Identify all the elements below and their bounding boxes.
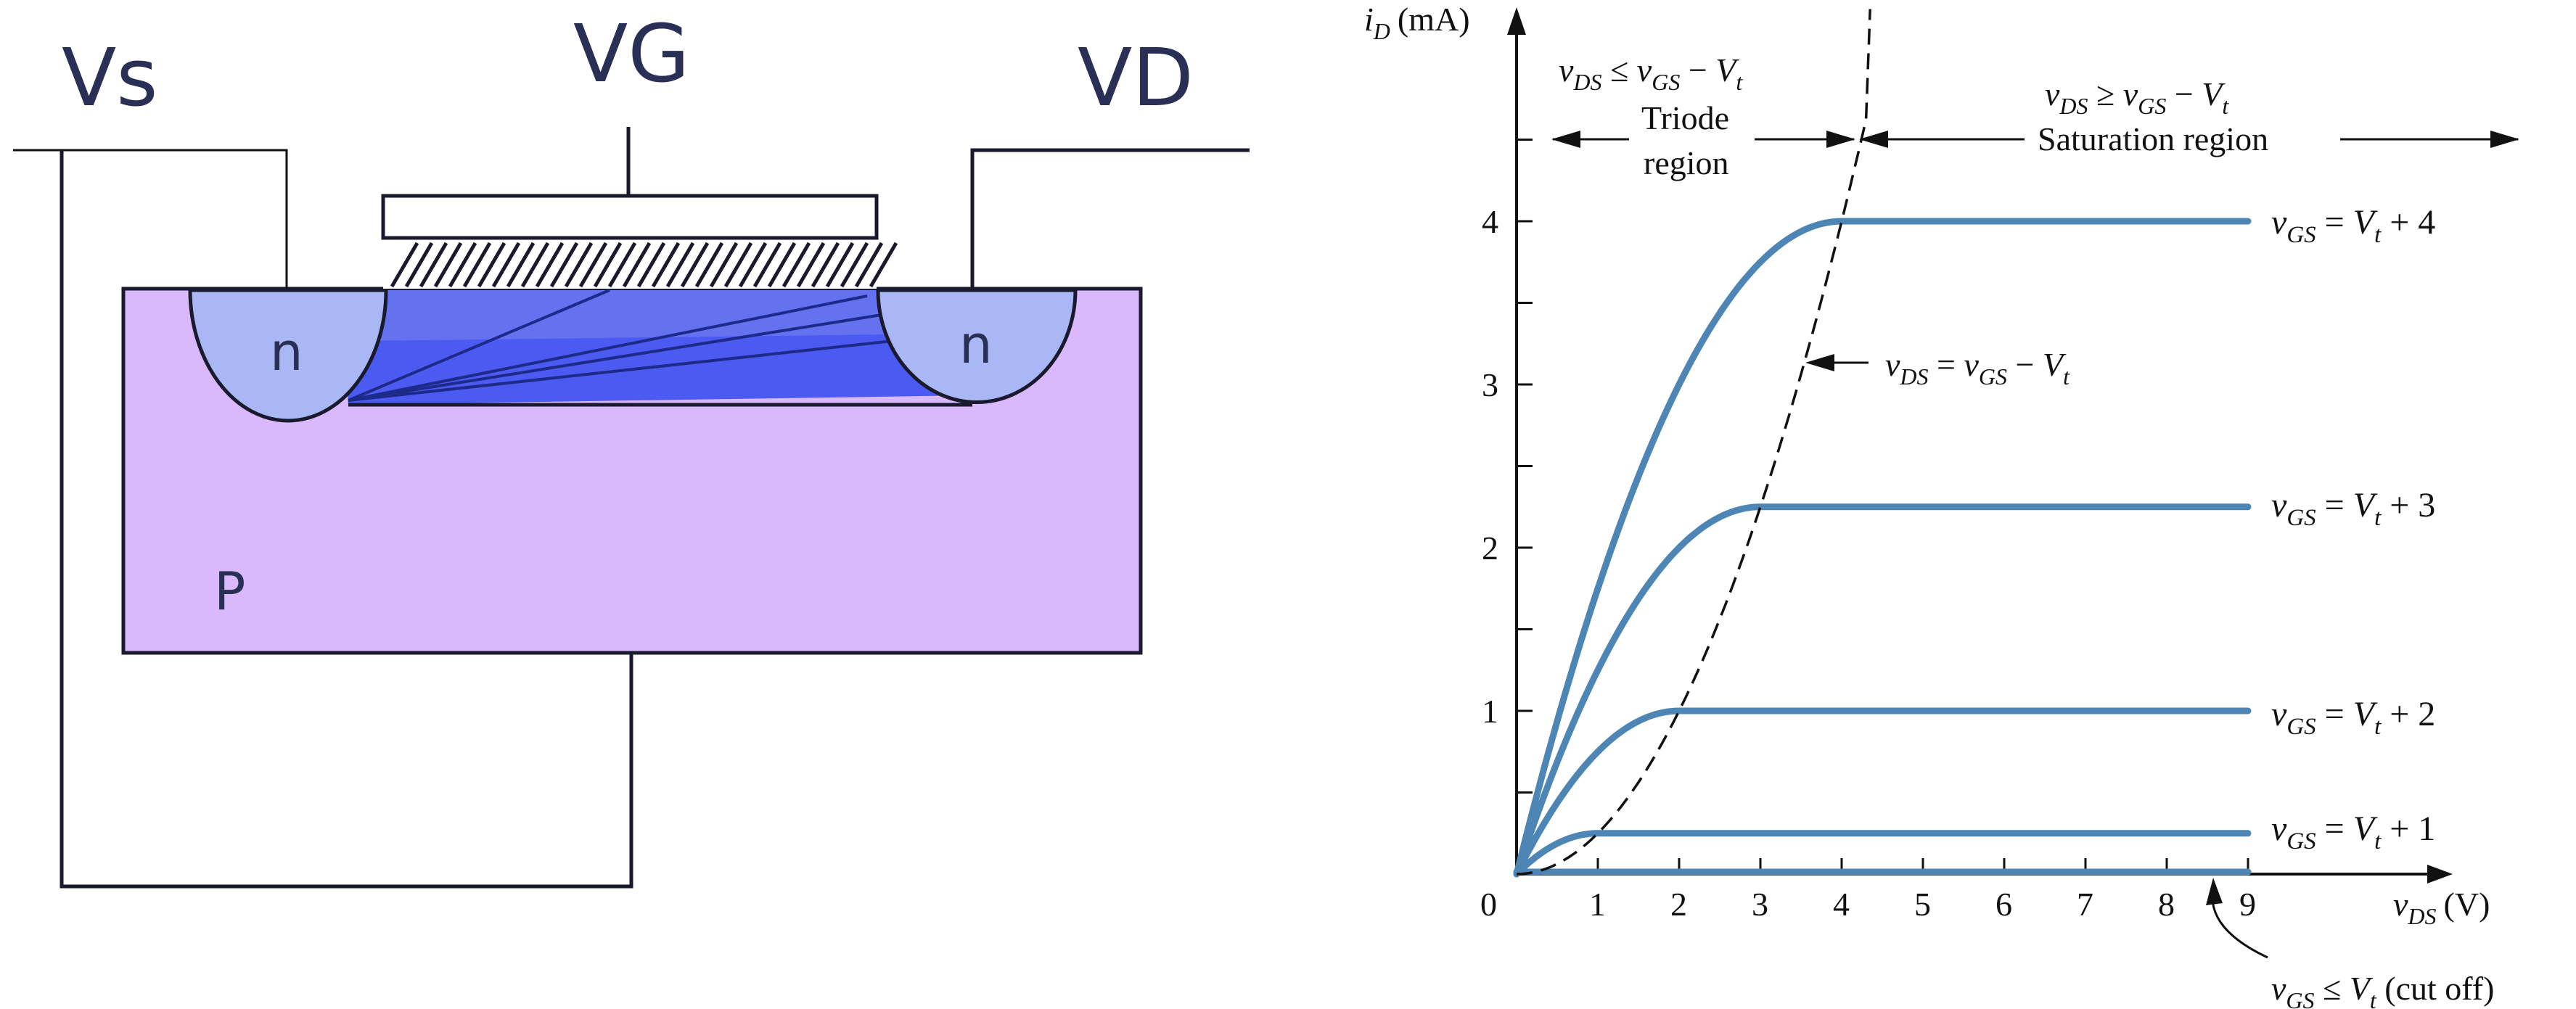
series-label-vt3: vGS = Vt + 3 [2271, 486, 2435, 531]
source-label: Vs [62, 31, 158, 124]
x-tick-label-7: 7 [2077, 886, 2093, 923]
y-axis-label: iD (mA) [1364, 1, 1470, 44]
triode-condition: vDS ≤ vGS − Vt [1559, 52, 1743, 95]
x-tick-label-2: 2 [1670, 886, 1687, 923]
boundary-label-group: vDS = vGS − Vt [1805, 346, 2070, 390]
x-tick-label-5: 5 [1914, 886, 1931, 923]
x-ticks: 1 2 3 4 5 6 7 8 9 [1589, 858, 2256, 923]
region-arrows [1551, 131, 2519, 148]
y-tick-label-1: 1 [1482, 693, 1498, 730]
y-tick-label-2: 2 [1482, 530, 1498, 567]
x-tick-label-3: 3 [1752, 886, 1768, 923]
mosfet-diagram: Vs VG VD n n P [13, 7, 1250, 889]
drain-region-label: n [959, 314, 993, 375]
gate-oxide-hatch [383, 239, 898, 289]
series-curves [1513, 218, 2252, 878]
channel-field-lines [348, 289, 901, 402]
series-label-vt2: vGS = Vt + 2 [2271, 695, 2435, 740]
series-curve-3 [1513, 503, 2252, 878]
series-label-vt4: vGS = Vt + 4 [2271, 203, 2435, 248]
source-n-region [188, 288, 388, 423]
x-axis-label: vDS (V) [2393, 886, 2490, 929]
source-wire [13, 149, 288, 289]
x-axis-arrow [2427, 865, 2453, 884]
series-label-vt1: vGS = Vt + 1 [2271, 810, 2435, 854]
drain-label: VD [1078, 31, 1194, 124]
x-tick-label-4: 4 [1833, 886, 1850, 923]
origin-label: 0 [1480, 886, 1497, 923]
saturation-condition: vDS ≥ vGS − Vt [2045, 75, 2229, 119]
source-region-label: n [270, 321, 303, 382]
y-axis-arrow [1507, 7, 1526, 35]
cutoff-label: vGS ≤ Vt (cut off) [2271, 970, 2494, 1009]
y-ticks: 1 2 3 4 [1482, 139, 1533, 794]
iv-chart: 1 2 3 4 5 6 7 8 9 1 2 3 4 iD (mA) vDS (V) 0 vDS ≤ vGS… [1364, 1, 2519, 1009]
boundary-label: vDS = vGS − Vt [1885, 346, 2070, 390]
series-curve-2 [1513, 707, 2252, 878]
x-tick-label-1: 1 [1589, 886, 1606, 923]
gate-label: VG [573, 7, 690, 100]
x-tick-label-6: 6 [1995, 886, 2012, 923]
y-tick-label-4: 4 [1482, 203, 1498, 240]
x-tick-label-8: 8 [2158, 886, 2175, 923]
triode-label-line2: region [1644, 144, 1729, 181]
y-tick-label-3: 3 [1482, 366, 1498, 403]
substrate-label: P [214, 561, 245, 622]
drain-wire [970, 148, 1250, 289]
saturation-label: Saturation region [2038, 120, 2268, 157]
drain-n-region [876, 288, 1078, 404]
series-curve-4 [1513, 218, 2252, 878]
gate-electrode [381, 194, 879, 240]
series-curve-1 [1513, 830, 2252, 878]
saturation-boundary-curve [1516, 9, 1871, 876]
cutoff-annotation: vGS ≤ Vt (cut off) [2206, 878, 2494, 1009]
body-wire [60, 150, 633, 889]
series-labels: vGS = Vt + 4 vGS = Vt + 3 vGS = Vt + 2 v… [2271, 203, 2435, 854]
x-tick-label-9: 9 [2239, 886, 2256, 923]
triode-label-line1: Triode [1641, 99, 1729, 136]
